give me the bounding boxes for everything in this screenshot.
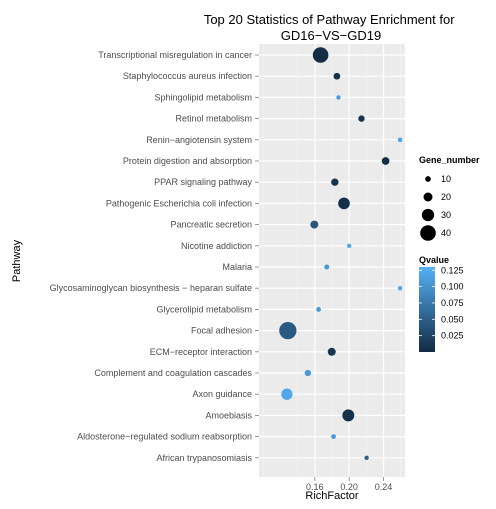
data-point: [304, 369, 312, 377]
gene-number-legend-title: Gene_number: [419, 155, 480, 165]
data-point: [312, 47, 329, 63]
x-tick-label: 0.20: [340, 482, 358, 492]
y-axis-title: Pathway: [11, 239, 23, 282]
colorbar-label: 0.025: [441, 331, 464, 341]
data-point: [338, 197, 350, 210]
data-point: [316, 307, 321, 312]
size-legend-label: 30: [441, 210, 451, 220]
pathway-label: Glycerolipid metabolism: [156, 304, 252, 314]
pathway-label: Amoebiasis: [205, 410, 252, 420]
data-point: [397, 137, 403, 143]
colorbar-label: 0.125: [441, 265, 464, 275]
colorbar-label: 0.050: [441, 314, 464, 324]
size-legend-dot: [421, 208, 435, 222]
pathway-label: Protein digestion and absorption: [123, 156, 252, 166]
pathway-label: Aldosterone−regulated sodium reabsorptio…: [77, 432, 252, 442]
pathway-label: Pancreatic secretion: [170, 220, 252, 230]
pathway-label: Malaria: [222, 262, 252, 272]
chart-title: Top 20 Statistics of Pathway Enrichment …: [204, 12, 458, 43]
pathway-label: ECM−receptor interaction: [150, 347, 252, 357]
colorbar-label: 0.075: [441, 298, 464, 308]
data-point: [324, 264, 330, 270]
size-legend-label: 10: [441, 174, 451, 184]
size-legend-label: 40: [441, 228, 451, 238]
gene-number-legend: Gene_number 10 20 30 40: [419, 155, 480, 241]
size-legend-label: 20: [441, 192, 451, 202]
pathway-label: Complement and coagulation cascades: [94, 368, 252, 378]
data-point: [310, 220, 319, 229]
pathway-label: Axon guidance: [192, 389, 252, 399]
pathway-label: Glycosaminoglycan biosynthesis − heparan…: [50, 283, 252, 293]
pathway-label: Renin−angiotensin system: [146, 135, 252, 145]
data-point: [333, 72, 341, 80]
pathway-label: PPAR signaling pathway: [154, 177, 252, 187]
size-legend-dot: [420, 225, 436, 241]
pathway-label: African trypanosomiasis: [156, 453, 252, 463]
pathway-label: Nicotine addiction: [181, 241, 252, 251]
qvalue-colorbar: [419, 267, 435, 352]
pathway-label: Staphylococcus aureus infection: [123, 71, 252, 81]
data-point: [364, 455, 369, 460]
qvalue-legend-title: Qvalue: [419, 255, 449, 265]
x-tick-label: 0.16: [306, 482, 324, 492]
pathway-label: Transcriptional misregulation in cancer: [98, 50, 252, 60]
pathway-label: Retinol metabolism: [175, 114, 252, 124]
data-point: [327, 347, 336, 356]
x-axis-title: RichFactor: [305, 490, 359, 502]
pathway-label: Sphingolipid metabolism: [154, 92, 252, 102]
x-tick-label: 0.24: [375, 482, 393, 492]
data-point: [279, 321, 297, 340]
data-point: [397, 286, 403, 291]
size-legend-dot: [423, 192, 433, 202]
data-point: [336, 95, 341, 100]
pathway-label: Focal adhesion: [191, 326, 252, 336]
size-legend-dot: [425, 176, 431, 182]
data-point: [342, 409, 355, 422]
pathway-label: Pathogenic Escherichia coli infection: [106, 198, 252, 208]
data-points: [279, 47, 403, 460]
x-axis: 0.16 0.20 0.24: [306, 477, 392, 492]
y-ticks: [255, 54, 259, 459]
data-point: [358, 115, 365, 122]
pathway-labels: Transcriptional misregulation in cancer S…: [50, 50, 253, 463]
data-point: [281, 388, 293, 400]
data-point: [346, 243, 352, 248]
data-point: [331, 434, 336, 439]
data-point: [331, 178, 339, 186]
colorbar-label: 0.100: [441, 282, 464, 292]
data-point: [381, 157, 390, 165]
